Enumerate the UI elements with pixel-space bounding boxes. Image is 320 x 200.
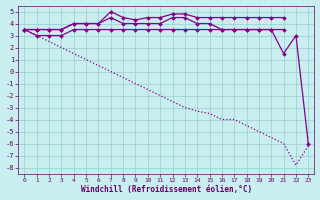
X-axis label: Windchill (Refroidissement éolien,°C): Windchill (Refroidissement éolien,°C) <box>81 185 252 194</box>
